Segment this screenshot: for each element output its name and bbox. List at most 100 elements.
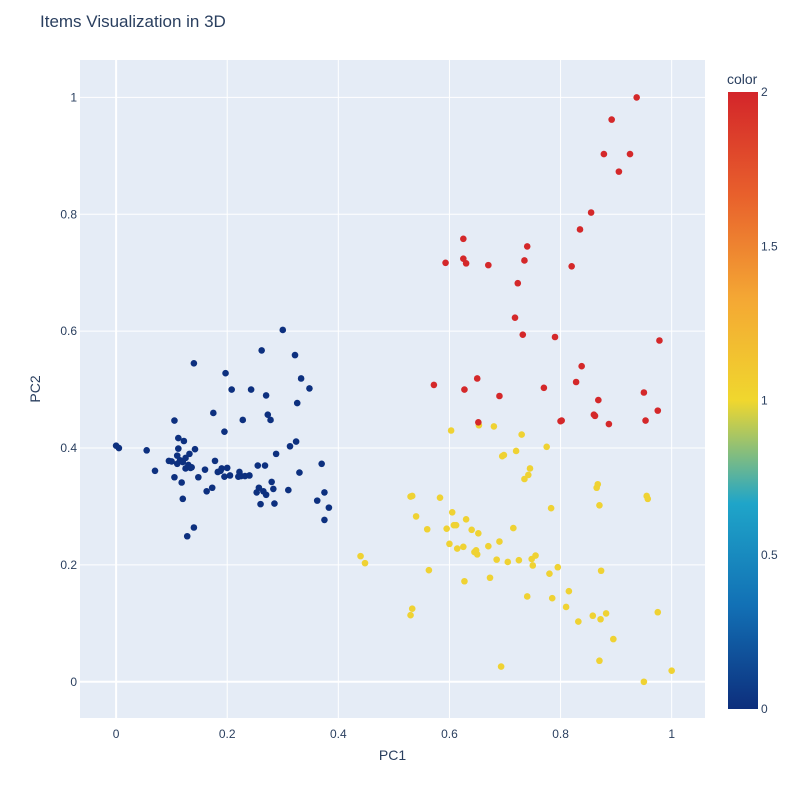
grid-lines (80, 60, 705, 718)
scatter-point (446, 540, 453, 548)
scatter-point (468, 526, 475, 534)
scatter-point (190, 359, 198, 367)
scatter-point (473, 375, 481, 382)
colorbar-tick-label: 0.5 (761, 548, 778, 562)
scatter-point (208, 484, 216, 492)
y-tick-label: 0.2 (60, 558, 77, 572)
scatter-point (594, 480, 602, 488)
x-axis-title: PC1 (379, 747, 406, 763)
scatter-point (221, 428, 228, 435)
scatter-point (578, 362, 585, 370)
scatter-point (296, 469, 303, 476)
colorbar-tick-label: 1 (761, 394, 768, 408)
scatter-point (412, 513, 420, 520)
scatter-point (642, 417, 649, 424)
x-tick-labels: 0 0.2 0.4 0.6 0.8 1 (113, 727, 676, 741)
scatter-point (270, 485, 277, 493)
scatter-point (519, 331, 527, 338)
scatter-point (452, 521, 460, 529)
scatter-point (572, 378, 580, 386)
scatter-point (247, 386, 255, 393)
scatter-point (504, 558, 512, 566)
scatter-point (182, 454, 189, 462)
scatter-point (425, 566, 433, 574)
scatter-point (565, 587, 573, 595)
scatter-point (268, 478, 275, 486)
scatter-point (168, 458, 175, 465)
scatter-point (239, 416, 247, 424)
scatter-point (262, 392, 270, 399)
scatter-point (532, 552, 539, 559)
scatter-point (223, 464, 231, 472)
scatter-point (321, 489, 328, 496)
colorbar: color 0 0.5 1 1.5 2 (727, 71, 778, 716)
scatter-point (546, 570, 553, 577)
scatter-point (408, 605, 416, 613)
scatter-point (515, 556, 523, 564)
scatter-point (325, 504, 333, 511)
x-tick-label: 0.2 (219, 727, 236, 741)
scatter-point (521, 475, 528, 483)
y-tick-label: 0.6 (60, 324, 77, 338)
scatter-point (257, 500, 264, 508)
scatter-point (558, 417, 565, 424)
scatter-point (272, 450, 280, 458)
scatter-point (461, 577, 468, 585)
scatter-point (183, 532, 191, 540)
scatter-point (493, 556, 500, 563)
scatter-point (442, 259, 449, 267)
scatter-point (529, 562, 537, 569)
colorbar-title: color (727, 71, 758, 87)
scatter-point (475, 419, 482, 426)
scatter-point (175, 445, 182, 452)
scatter-point (526, 465, 534, 472)
scatter-point (407, 611, 414, 619)
scatter-point (602, 610, 610, 617)
scatter-point (190, 524, 198, 531)
scatter-point (540, 384, 548, 392)
colorbar-tick-labels: 0 0.5 1 1.5 2 (761, 85, 778, 716)
scatter-point (500, 451, 508, 459)
colorbar-tick-label: 0 (761, 702, 768, 716)
scatter-point (596, 657, 603, 665)
scatter-point (453, 545, 461, 552)
scatter-point (486, 574, 494, 582)
scatter-point (430, 381, 438, 389)
scatter-point (178, 479, 185, 486)
x-tick-label: 1 (668, 727, 675, 741)
scatter-point (510, 524, 517, 532)
scatter-point (286, 442, 294, 450)
scatter-point (436, 494, 444, 501)
scatter-point (626, 150, 634, 158)
scatter-point (656, 337, 663, 344)
scatter-point (644, 495, 652, 503)
scatter-point (547, 504, 555, 512)
scatter-point (497, 663, 505, 670)
scatter-point (228, 386, 235, 393)
scatter-point (615, 168, 623, 175)
scatter-point (423, 525, 431, 533)
scatter-point (267, 416, 274, 424)
scatter-point (151, 467, 159, 475)
scatter-point (514, 279, 522, 287)
scatter-point (226, 472, 234, 479)
chart-title: Items Visualization in 3D (40, 12, 226, 31)
scatter-point (461, 386, 468, 393)
scatter-point (255, 484, 263, 492)
scatter-point (211, 457, 219, 465)
scatter-point (554, 563, 562, 571)
scatter-point (462, 516, 470, 523)
scatter-point (115, 444, 123, 452)
scatter-point (171, 473, 178, 481)
scatter-point (297, 375, 305, 382)
scatter-point (262, 491, 270, 499)
scatter-point (285, 486, 292, 494)
scatter-point (357, 552, 364, 560)
x-tick-label: 0 (113, 727, 120, 741)
scatter-point (654, 407, 662, 414)
scatter-point (512, 447, 520, 455)
scatter-point (591, 412, 599, 420)
scatter-point (548, 594, 556, 602)
scatter-point (292, 438, 300, 445)
